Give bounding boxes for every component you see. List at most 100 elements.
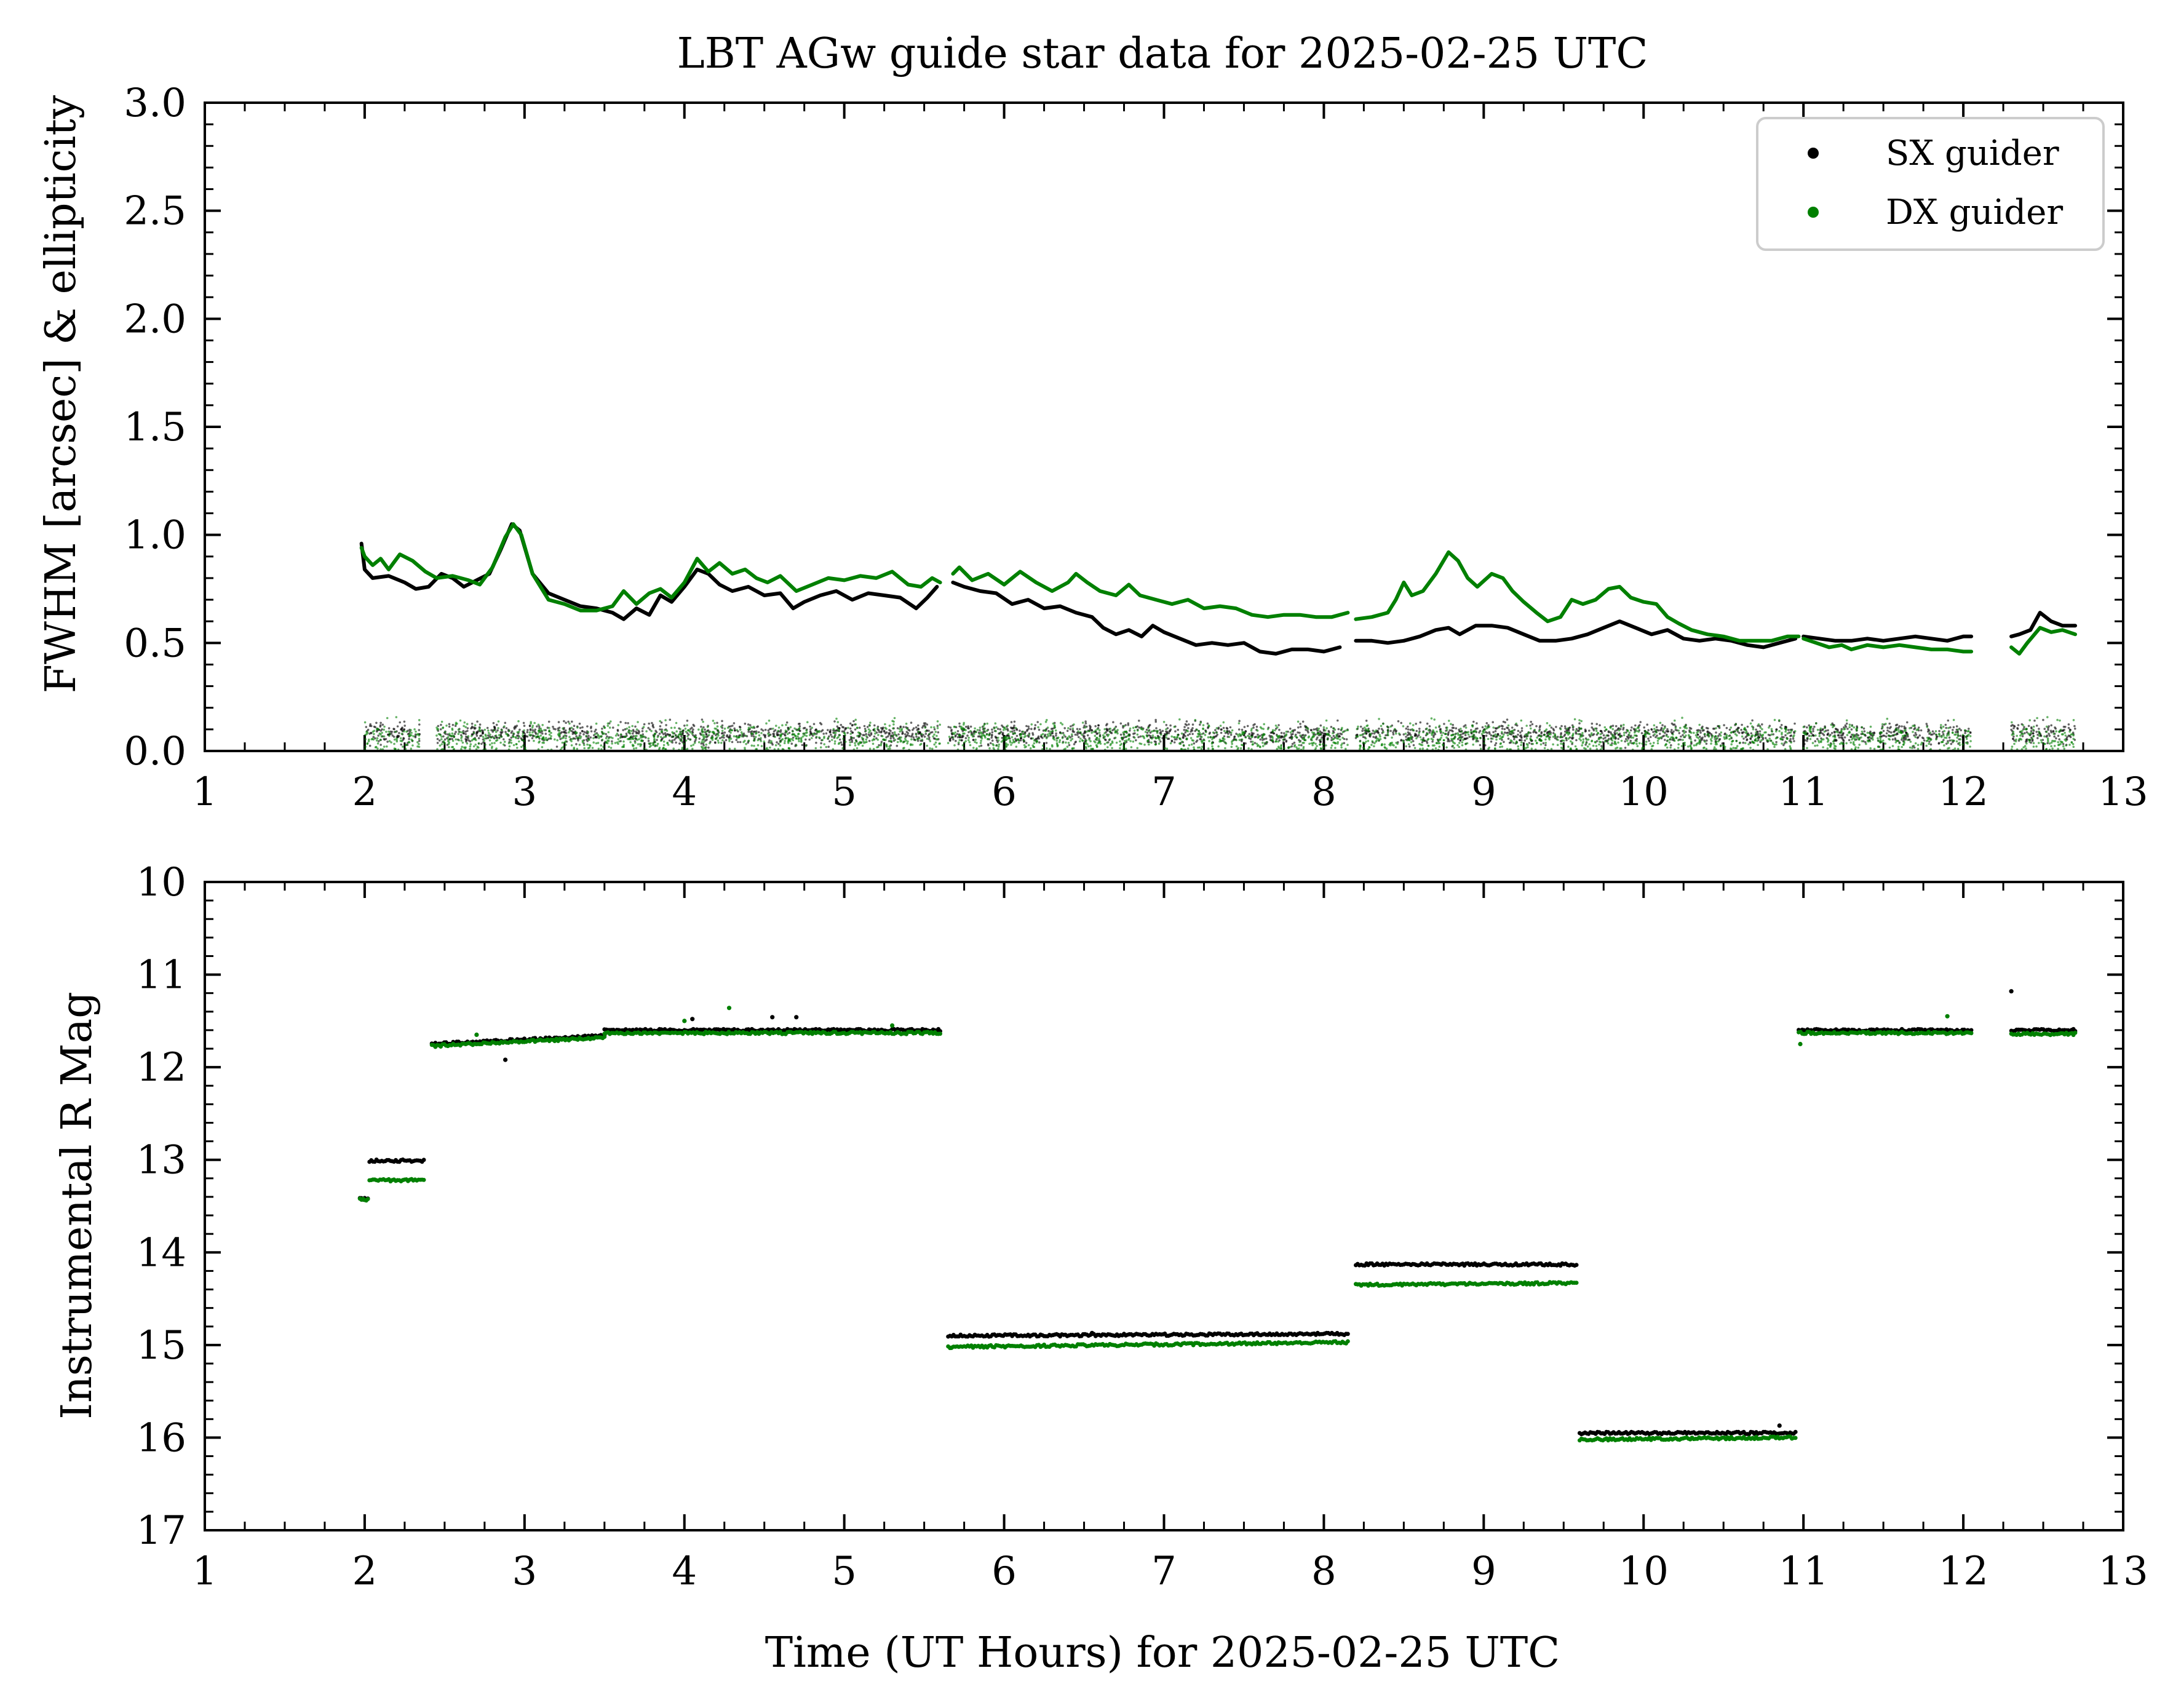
ellipticity-point-dx — [768, 719, 771, 722]
ellipticity-point-dx — [1753, 742, 1755, 744]
ellipticity-point-dx — [643, 736, 646, 738]
ellipticity-point-sx — [418, 739, 421, 742]
ellipticity-point-dx — [1626, 729, 1629, 732]
ellipticity-point-dx — [814, 733, 816, 736]
ellipticity-point-sx — [1159, 740, 1162, 743]
ellipticity-point-sx — [910, 721, 913, 724]
ellipticity-point-dx — [1755, 737, 1757, 741]
ellipticity-point-sx — [1625, 737, 1627, 741]
ellipticity-point-dx — [518, 740, 520, 743]
ellipticity-point-sx — [1928, 741, 1931, 743]
ellipticity-point-dx — [779, 744, 782, 747]
ellipticity-point-sx — [1964, 732, 1966, 734]
ellipticity-point-dx — [1629, 741, 1632, 744]
ellipticity-point-dx — [1768, 726, 1770, 729]
ellipticity-point-sx — [880, 726, 883, 729]
ellipticity-point-dx — [1685, 734, 1687, 737]
ellipticity-point-sx — [978, 735, 981, 737]
ellipticity-point-sx — [896, 744, 899, 747]
ellipticity-point-dx — [1211, 747, 1214, 750]
ellipticity-point-sx — [1500, 725, 1503, 727]
ellipticity-point-dx — [933, 733, 936, 736]
ellipticity-point-dx — [616, 741, 619, 744]
ellipticity-point-sx — [622, 729, 624, 731]
ellipticity-point-dx — [974, 741, 976, 744]
top-y-tick-label: 2.0 — [124, 296, 186, 342]
ellipticity-point-dx — [367, 740, 370, 742]
ellipticity-point-sx — [479, 734, 482, 737]
ellipticity-point-dx — [568, 731, 570, 734]
ellipticity-point-sx — [873, 735, 876, 738]
ellipticity-point-dx — [1474, 737, 1476, 740]
ellipticity-point-sx — [1338, 735, 1341, 738]
ellipticity-point-dx — [594, 733, 597, 736]
ellipticity-point-dx — [576, 726, 579, 729]
ellipticity-point-sx — [1915, 733, 1918, 736]
ellipticity-point-sx — [949, 739, 951, 742]
ellipticity-point-dx — [910, 743, 912, 745]
ellipticity-point-sx — [772, 733, 774, 735]
ellipticity-point-dx — [1357, 725, 1359, 728]
ellipticity-point-sx — [1119, 733, 1122, 736]
ellipticity-point-sx — [1864, 741, 1867, 744]
ellipticity-point-dx — [1650, 748, 1653, 750]
ellipticity-point-dx — [610, 720, 612, 723]
ellipticity-point-dx — [1698, 723, 1701, 726]
ellipticity-point-dx — [1247, 747, 1250, 750]
ellipticity-point-dx — [380, 735, 383, 738]
ellipticity-point-dx — [1719, 745, 1722, 747]
ellipticity-point-dx — [781, 724, 784, 726]
ellipticity-point-dx — [677, 734, 680, 736]
ellipticity-point-dx — [740, 731, 743, 734]
ellipticity-point-sx — [1595, 740, 1599, 742]
ellipticity-point-dx — [1291, 729, 1293, 733]
ellipticity-point-dx — [789, 726, 792, 729]
ellipticity-point-sx — [1015, 734, 1019, 737]
ellipticity-point-dx — [548, 733, 551, 736]
ellipticity-point-sx — [776, 734, 779, 737]
ellipticity-point-dx — [1317, 728, 1320, 730]
ellipticity-point-dx — [459, 731, 461, 733]
ellipticity-point-dx — [1466, 731, 1468, 734]
ellipticity-point-sx — [991, 728, 993, 731]
ellipticity-point-sx — [408, 737, 410, 741]
ellipticity-point-dx — [512, 732, 515, 735]
ellipticity-point-sx — [1138, 720, 1140, 722]
ellipticity-point-sx — [1073, 743, 1076, 745]
ellipticity-point-dx — [1162, 721, 1166, 723]
ellipticity-point-dx — [1121, 737, 1124, 739]
ellipticity-point-sx — [1384, 734, 1387, 737]
ellipticity-point-dx — [1789, 731, 1792, 734]
ellipticity-point-sx — [1755, 728, 1757, 731]
ellipticity-point-dx — [1156, 729, 1159, 733]
ellipticity-point-sx — [922, 725, 924, 728]
ellipticity-point-dx — [603, 726, 606, 729]
ellipticity-point-sx — [1841, 738, 1844, 741]
ellipticity-point-dx — [1164, 747, 1166, 750]
ellipticity-point-dx — [675, 730, 678, 733]
ellipticity-point-sx — [1750, 732, 1753, 735]
ellipticity-point-sx — [369, 723, 371, 726]
ellipticity-point-sx — [1591, 726, 1593, 729]
ellipticity-point-sx — [581, 726, 584, 729]
ellipticity-point-sx — [2052, 730, 2055, 733]
ellipticity-point-sx — [1447, 740, 1449, 742]
ellipticity-point-sx — [1947, 719, 1950, 722]
ellipticity-point-dx — [1475, 740, 1477, 743]
ellipticity-point-dx — [1571, 741, 1574, 744]
ellipticity-point-dx — [811, 726, 813, 729]
ellipticity-point-dx — [1458, 736, 1461, 739]
ellipticity-point-dx — [1322, 743, 1324, 745]
ellipticity-point-dx — [475, 739, 477, 741]
ellipticity-point-dx — [1382, 723, 1384, 725]
ellipticity-point-dx — [413, 728, 416, 731]
ellipticity-point-dx — [473, 737, 475, 741]
ellipticity-point-dx — [934, 741, 937, 744]
ellipticity-point-sx — [1883, 734, 1886, 737]
ellipticity-point-sx — [571, 720, 573, 723]
ellipticity-point-sx — [911, 733, 914, 735]
ellipticity-point-dx — [988, 747, 991, 750]
ellipticity-point-dx — [953, 726, 956, 728]
ellipticity-point-sx — [699, 732, 702, 735]
ellipticity-point-sx — [1045, 742, 1048, 744]
